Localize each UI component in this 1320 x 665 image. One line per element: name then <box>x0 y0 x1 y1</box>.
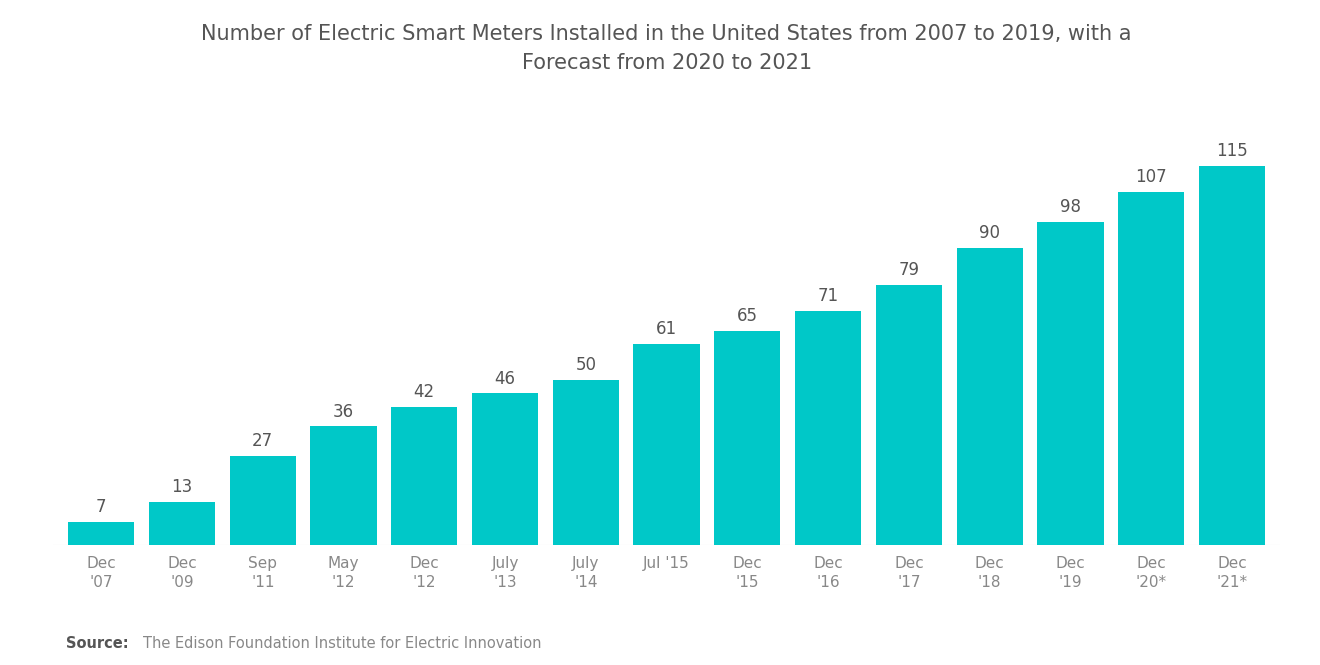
Text: 61: 61 <box>656 320 677 338</box>
Text: 90: 90 <box>979 224 1001 242</box>
Bar <box>149 502 215 545</box>
Bar <box>310 426 376 545</box>
Text: 27: 27 <box>252 432 273 450</box>
Bar <box>1038 222 1104 545</box>
Text: 50: 50 <box>576 356 597 374</box>
Text: 98: 98 <box>1060 198 1081 216</box>
Bar <box>1118 192 1184 545</box>
Text: 71: 71 <box>817 287 838 305</box>
Bar <box>391 407 458 545</box>
Bar <box>875 285 942 545</box>
Text: 46: 46 <box>495 370 516 388</box>
Bar <box>795 311 861 545</box>
Text: 115: 115 <box>1216 142 1247 160</box>
Title: Number of Electric Smart Meters Installed in the United States from 2007 to 2019: Number of Electric Smart Meters Installe… <box>202 23 1131 73</box>
Text: 107: 107 <box>1135 168 1167 186</box>
Bar <box>473 394 539 545</box>
Text: 7: 7 <box>96 498 107 516</box>
Text: 65: 65 <box>737 307 758 325</box>
Text: 36: 36 <box>333 402 354 420</box>
Bar <box>230 456 296 545</box>
Bar <box>69 522 135 545</box>
Text: The Edison Foundation Institute for Electric Innovation: The Edison Foundation Institute for Elec… <box>143 636 541 652</box>
Text: 13: 13 <box>172 478 193 497</box>
Text: 79: 79 <box>899 261 920 279</box>
Bar <box>714 331 780 545</box>
Bar <box>957 248 1023 545</box>
Bar <box>634 344 700 545</box>
Bar <box>1199 166 1265 545</box>
Text: Source:: Source: <box>66 636 128 652</box>
Bar <box>553 380 619 545</box>
Text: 42: 42 <box>413 383 434 401</box>
